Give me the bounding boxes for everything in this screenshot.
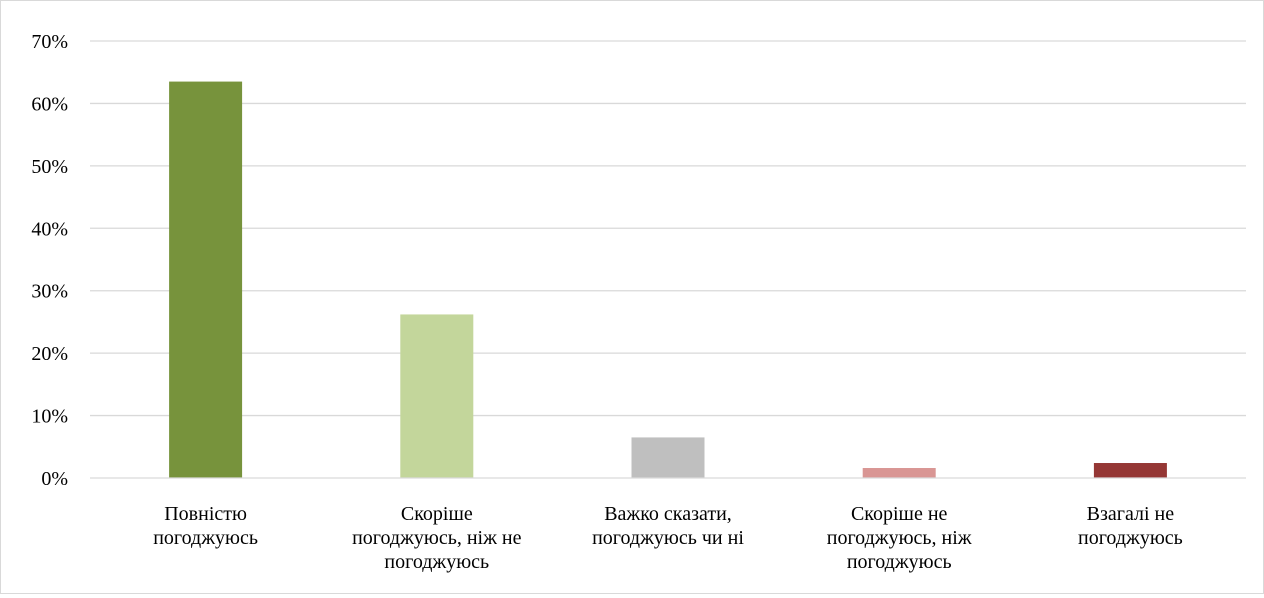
bar [631,437,705,478]
y-tick-label: 70% [31,31,68,53]
y-tick-label: 10% [31,406,68,428]
y-tick-label: 50% [31,156,68,178]
gridlines [90,40,1246,417]
bars [169,81,1167,478]
bar [862,468,936,478]
x-tick-label: Скоріше погоджуюсь, ніж не погоджуюсь [352,503,522,573]
y-tick-label: 40% [31,218,68,240]
bar [169,81,243,478]
x-tick-label: Повністю погоджуюсь [153,503,258,549]
x-tick-label: Важко сказати, погоджуюсь чи ні [592,503,744,549]
bar [400,314,474,478]
x-axis-tick-labels: Повністю погоджуюсь Скоріше погоджуюсь, ніж… [153,503,1183,573]
y-tick-label: 20% [31,343,68,365]
x-tick-label: Взагалі не погоджуюсь [1078,503,1183,549]
y-axis-tick-labels: 0% 10% 20% 30% 40% 50% 60% 70% [31,31,68,490]
bar [1093,463,1167,478]
y-tick-label: 60% [31,93,68,115]
y-tick-label: 30% [31,281,68,303]
y-tick-label: 0% [41,468,68,490]
x-tick-label: Скоріше не погоджуюсь, ніж погоджуюсь [827,503,972,573]
